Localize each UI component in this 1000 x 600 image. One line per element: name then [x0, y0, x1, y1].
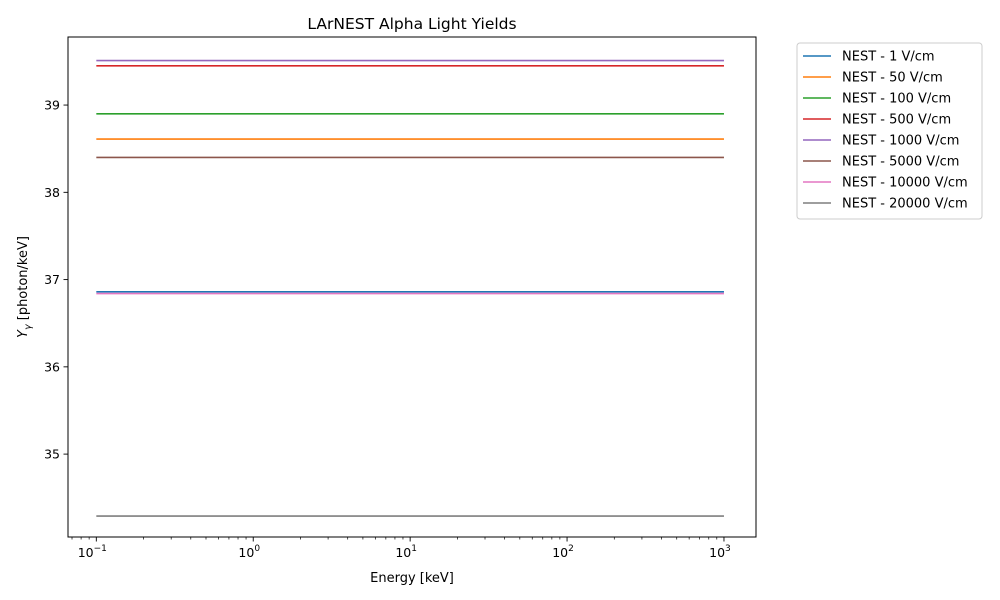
plot-frame: [67, 36, 757, 538]
y-tick-label: 37: [44, 272, 60, 287]
legend-label: NEST - 20000 V/cm: [842, 197, 968, 212]
legend-label: NEST - 500 V/cm: [842, 113, 951, 128]
x-tick-label: 10−1: [78, 544, 107, 560]
y-axis-label: Yγ [photon/keV]: [16, 236, 34, 338]
x-tick-label: 100: [238, 544, 260, 560]
legend-label: NEST - 50 V/cm: [842, 71, 943, 86]
chart-title: LArNEST Alpha Light Yields: [307, 15, 516, 33]
legend-label: NEST - 100 V/cm: [842, 92, 951, 107]
y-tick-label: 39: [44, 98, 60, 113]
y-tick-label: 35: [44, 447, 60, 462]
x-tick-label: 101: [395, 544, 417, 560]
x-tick-label: 102: [552, 544, 574, 560]
x-axis-label: Energy [keV]: [370, 571, 454, 586]
x-axis: 10−1 100 101 102 103: [71, 537, 731, 560]
y-tick-label: 38: [44, 185, 60, 200]
legend-label: NEST - 10000 V/cm: [842, 176, 968, 191]
legend-label: NEST - 1000 V/cm: [842, 134, 959, 149]
x-tick-label: 103: [709, 544, 731, 560]
legend-label: NEST - 1 V/cm: [842, 50, 935, 65]
y-tick-label: 36: [44, 359, 60, 374]
y-axis: 35 36 37 38 39: [44, 98, 68, 462]
legend-label: NEST - 5000 V/cm: [842, 155, 959, 170]
legend: NEST - 1 V/cm NEST - 50 V/cm NEST - 100 V/…: [796, 42, 983, 220]
plot-lines: [96, 59, 724, 517]
legend-box: [796, 42, 983, 220]
